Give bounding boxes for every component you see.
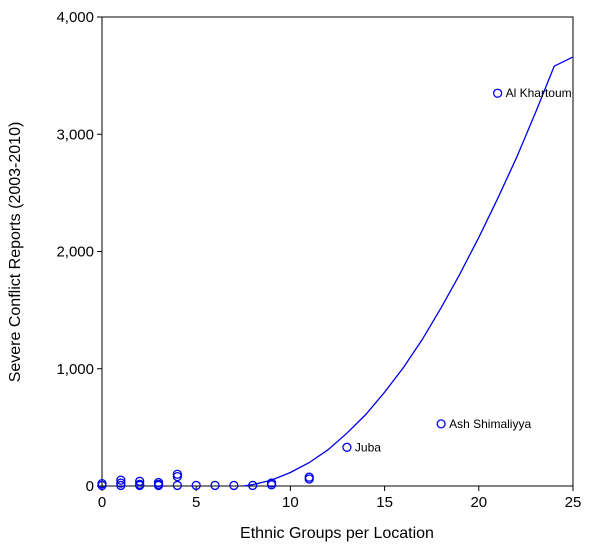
fit-curve: [243, 56, 574, 487]
point-annotation: Ash Shimaliyya: [449, 417, 531, 431]
data-point: [116, 475, 126, 485]
annotations: Al Khartoum Ash Shimaliyya Juba: [355, 86, 572, 454]
y-tick-label: 0: [86, 478, 94, 495]
data-point: [436, 419, 446, 429]
y-tick-label: 2,000: [56, 244, 94, 261]
data-point: [342, 442, 352, 452]
x-axis: 0 5 10 15 20 25: [98, 486, 582, 511]
data-points: [97, 88, 503, 491]
point-annotation: Al Khartoum: [506, 86, 572, 100]
data-point: [116, 478, 126, 488]
data-point: [153, 477, 164, 488]
data-point: [304, 472, 314, 482]
x-axis-title: Ethnic Groups per Location: [240, 525, 434, 542]
x-tick-label: 10: [282, 494, 299, 511]
y-axis: 0 1,000 2,000 3,000 4,000: [56, 9, 102, 495]
x-tick-label: 20: [470, 494, 487, 511]
data-point: [191, 480, 201, 491]
y-axis-title: Severe Conflict Reports (2003-2010): [7, 122, 24, 383]
data-point: [97, 479, 107, 489]
data-point: [266, 478, 277, 488]
x-tick-label: 15: [376, 494, 393, 511]
data-point: [135, 479, 145, 489]
data-point: [172, 480, 183, 491]
y-tick-label: 3,000: [56, 126, 94, 143]
y-tick-label: 4,000: [56, 9, 94, 26]
point-annotation: Juba: [355, 440, 381, 454]
data-point: [229, 480, 239, 491]
x-tick-label: 25: [565, 494, 582, 511]
x-tick-label: 5: [192, 494, 200, 511]
data-point: [210, 480, 220, 491]
y-tick-label: 1,000: [56, 361, 94, 378]
x-tick-label: 0: [98, 494, 106, 511]
plot-frame: [101, 16, 574, 487]
data-point: [172, 469, 183, 479]
data-point: [135, 476, 145, 486]
data-point: [248, 480, 258, 491]
data-point: [492, 88, 503, 98]
